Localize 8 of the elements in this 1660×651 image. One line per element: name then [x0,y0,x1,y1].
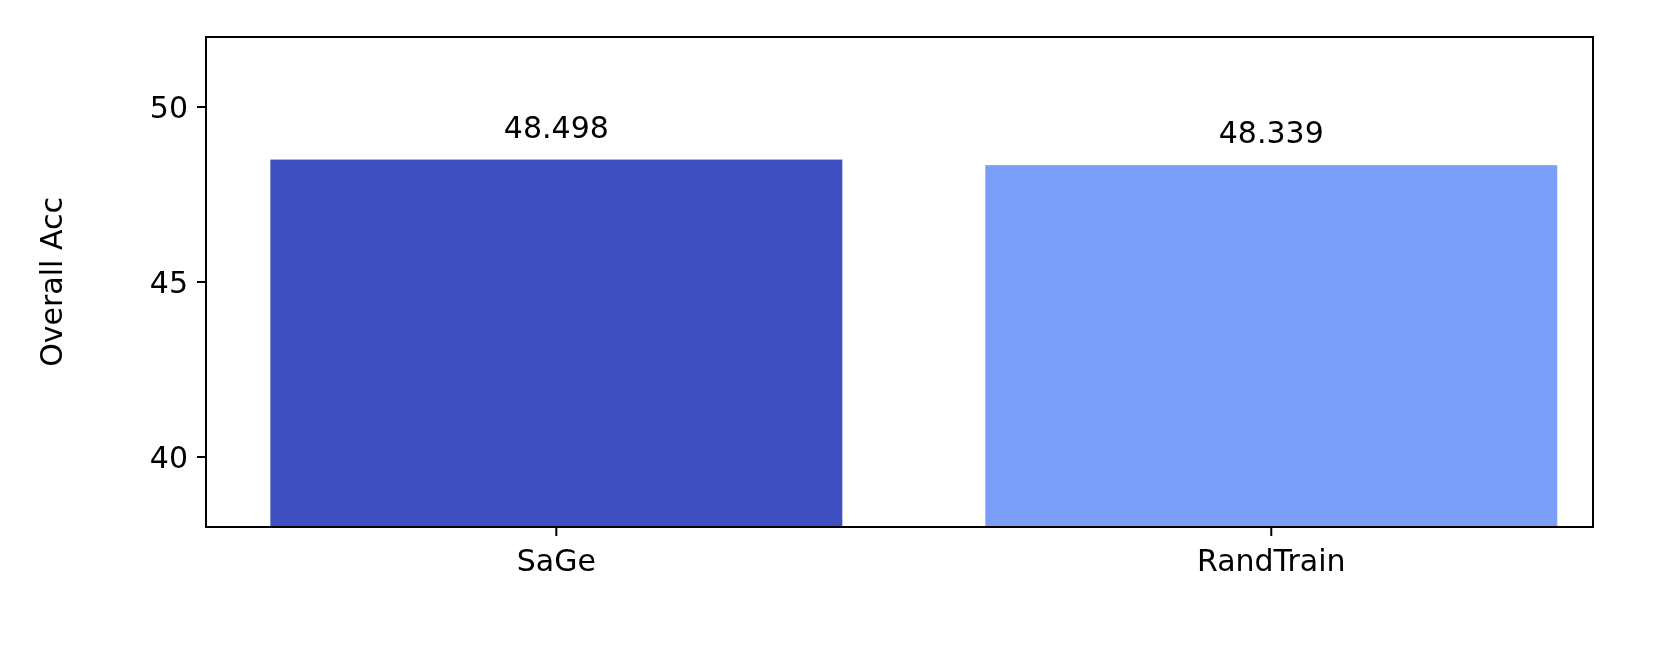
y-tick-label: 50 [149,89,188,125]
data-label: 48.339 [1218,115,1324,151]
y-axis-title: Overall Acc [34,197,69,367]
y-tick-label: 45 [149,264,188,300]
y-tick-label: 40 [149,439,188,475]
x-tick-label: RandTrain [1196,543,1346,578]
data-label: 48.498 [503,109,609,145]
x-tick-label: SaGe [516,543,596,578]
